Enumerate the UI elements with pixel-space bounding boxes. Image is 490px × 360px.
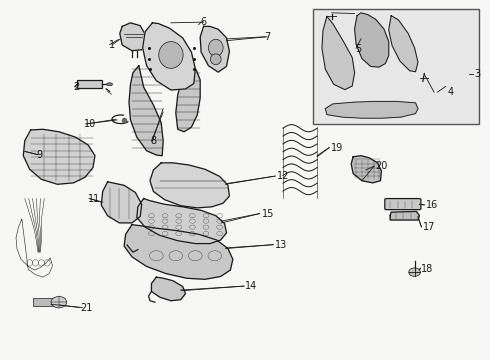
Polygon shape xyxy=(150,163,229,208)
Text: 18: 18 xyxy=(421,264,434,274)
Ellipse shape xyxy=(208,39,223,57)
Text: 2: 2 xyxy=(74,82,80,92)
Text: 10: 10 xyxy=(84,119,97,129)
Text: 21: 21 xyxy=(80,303,93,313)
Circle shape xyxy=(51,296,67,308)
Circle shape xyxy=(409,268,420,276)
Polygon shape xyxy=(24,129,95,184)
Polygon shape xyxy=(325,102,418,118)
Ellipse shape xyxy=(159,41,183,68)
Bar xyxy=(77,80,102,88)
FancyBboxPatch shape xyxy=(385,199,421,210)
Text: 20: 20 xyxy=(375,161,388,171)
Text: 12: 12 xyxy=(277,171,290,181)
Polygon shape xyxy=(143,23,196,90)
Text: 14: 14 xyxy=(245,282,257,292)
Polygon shape xyxy=(101,182,142,223)
Polygon shape xyxy=(200,26,229,72)
Polygon shape xyxy=(351,156,381,183)
Text: 3: 3 xyxy=(474,68,480,78)
Polygon shape xyxy=(120,23,147,51)
Text: 15: 15 xyxy=(262,209,274,219)
Text: 1: 1 xyxy=(109,40,115,50)
Polygon shape xyxy=(176,66,200,132)
Polygon shape xyxy=(355,13,389,67)
Text: 9: 9 xyxy=(36,150,43,160)
Bar xyxy=(313,9,479,123)
Text: 5: 5 xyxy=(355,44,361,54)
Ellipse shape xyxy=(210,54,221,64)
Text: 13: 13 xyxy=(275,240,288,250)
Polygon shape xyxy=(124,225,233,279)
Polygon shape xyxy=(137,199,226,244)
Polygon shape xyxy=(151,277,186,301)
Text: 8: 8 xyxy=(150,136,156,147)
Ellipse shape xyxy=(107,83,113,86)
Text: 6: 6 xyxy=(200,17,206,27)
Polygon shape xyxy=(390,211,419,220)
Text: 11: 11 xyxy=(88,194,100,204)
Polygon shape xyxy=(389,16,418,72)
Text: 7: 7 xyxy=(265,32,271,42)
Polygon shape xyxy=(322,17,355,90)
Text: 4: 4 xyxy=(448,87,454,98)
Text: 19: 19 xyxy=(331,143,343,153)
Text: 17: 17 xyxy=(423,222,435,232)
Polygon shape xyxy=(129,66,163,156)
Bar xyxy=(33,298,53,306)
Text: 16: 16 xyxy=(426,200,439,210)
